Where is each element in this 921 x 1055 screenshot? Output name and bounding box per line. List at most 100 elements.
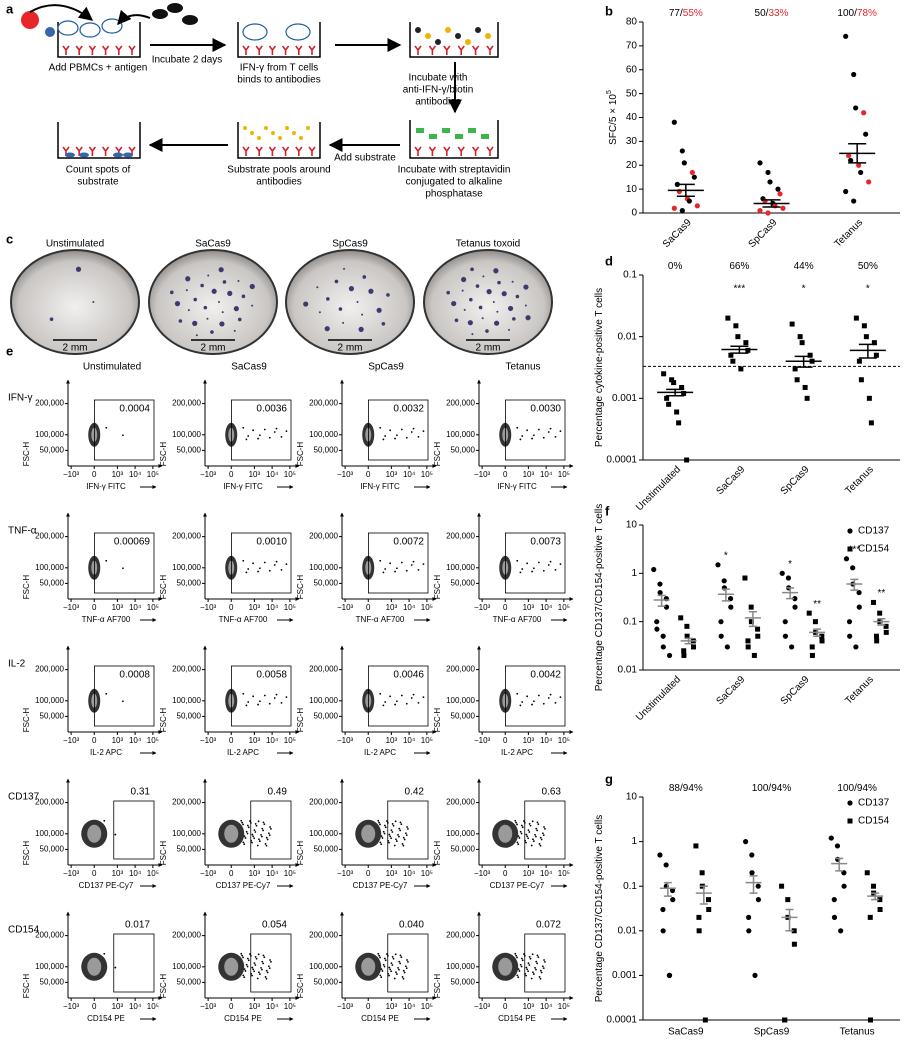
gate-value: 0.0046 [393,670,424,681]
y-tick-label: 200,000 [309,399,338,408]
panel-label: a [6,1,14,16]
event [103,952,106,955]
data-point [856,162,862,168]
x-tick-label: 0 [92,736,97,745]
event [382,704,385,707]
y-tick-label: 200,000 [446,798,475,807]
event [254,831,257,833]
data-point [657,589,663,596]
y-axis-label: SFC/5 × 105 [606,90,618,145]
event [269,959,271,961]
data-point [779,570,785,576]
data-point [877,907,883,913]
x-tick-label: −10³ [63,470,80,479]
x-tick-label: 10⁴ [129,869,142,878]
data-point [804,395,810,401]
event [384,435,387,437]
cell [101,18,123,34]
event [253,829,256,832]
event [401,976,404,978]
data-point [660,633,666,639]
antigen [152,9,168,19]
spot [218,267,224,273]
event [388,841,390,844]
event [270,960,272,963]
spot [343,267,346,270]
x-axis-label: CD137 PE-Cy7 [216,881,271,890]
x-axis-label: CD154 PE [224,1014,262,1023]
y-tick-label: 0.1 [623,616,637,627]
x-tick-label: 0 [503,470,508,479]
data-point [841,883,847,889]
y-tick-label: 200,000 [446,399,475,408]
spot [318,311,321,314]
event [243,968,246,971]
data-point [689,169,695,176]
error-bar [846,578,863,591]
y-tick-label: 100,000 [35,962,64,971]
event [531,703,533,706]
event [384,826,387,829]
event [378,821,381,824]
spot [361,313,364,316]
gate-value: 0.0030 [530,404,561,415]
data-point [853,315,859,321]
event [538,976,541,978]
x-tick-label: SpCas9 [754,1027,790,1038]
data-point [863,131,869,137]
column-header: Unstimulated [83,362,141,373]
data-point [809,644,815,650]
spot [113,152,123,158]
column-header: SaCas9 [231,362,267,373]
data-point [782,633,789,639]
data-point [858,169,864,176]
event [554,569,557,571]
event [247,568,250,570]
event [537,956,540,959]
event [417,569,420,571]
x-tick-label: −10³ [337,869,354,878]
gate-value: 0.0032 [393,404,424,415]
event [521,435,524,437]
spot [494,320,500,326]
data-point [834,843,841,849]
y-axis-label-text: Percentage CD137/CD154-positive T cells [594,504,605,692]
spot [342,321,345,324]
spot [376,307,382,313]
y-tick-label: 50,000 [314,978,339,987]
micrograph-label: Tetanus toxoid [456,239,521,250]
data-point [660,906,666,913]
data-point [686,198,692,204]
significance: *** [734,284,746,295]
error-bar [785,355,822,368]
x-tick-label: 10⁵ [558,1002,570,1011]
spot [461,276,467,283]
x-axis-label: IFN-γ FITC [86,482,126,491]
event [554,702,557,704]
event [383,832,386,835]
y-tick-label: 0.01 [618,665,638,676]
gate [387,800,429,860]
event [517,835,520,838]
data-point [664,395,670,401]
data-point [657,581,663,587]
event [242,974,245,977]
spot [211,288,217,294]
event [253,970,256,973]
annotation: 100/94% [837,783,877,794]
data-point [874,638,880,644]
x-tick-label: −10³ [63,736,80,745]
event [398,960,401,963]
antibody [414,146,422,156]
data-point [846,153,852,159]
event [273,564,276,566]
event [258,838,260,841]
x-tick-label: −10³ [337,603,354,612]
significance: * [802,284,806,295]
data-point [684,633,690,639]
antibody [308,45,316,55]
error-bar [782,587,799,600]
data-point [669,377,675,383]
event [393,844,396,847]
event [242,426,245,429]
